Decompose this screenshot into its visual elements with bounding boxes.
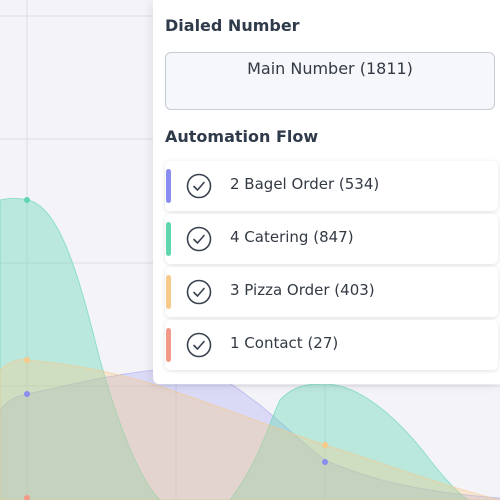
check-circle-icon (186, 279, 212, 305)
automation-flow-title: Automation Flow (165, 127, 319, 146)
flow-item-label: 1 Contact (27) (230, 334, 339, 352)
dialed-number-value: Main Number (1811) (165, 52, 495, 110)
flow-item-bagel-order[interactable]: 2 Bagel Order (534) (165, 161, 498, 211)
flow-color-bar (166, 275, 171, 309)
check-circle-icon (186, 173, 212, 199)
series-area-teal (0, 198, 471, 500)
flow-item-label: 3 Pizza Order (403) (230, 281, 375, 299)
flow-color-bar (166, 169, 171, 203)
flow-color-bar (166, 328, 171, 362)
flow-color-bar (166, 222, 171, 256)
flow-item-pizza-order[interactable]: 3 Pizza Order (403) (165, 267, 498, 317)
chart-points (24, 197, 328, 500)
flow-item-contact[interactable]: 1 Contact (27) (165, 320, 498, 370)
series-area-purple (0, 367, 500, 500)
call-details-panel: Dialed Number Main Number (1811) Automat… (153, 0, 500, 384)
check-circle-icon (186, 332, 212, 358)
check-circle-icon (186, 226, 212, 252)
flow-item-catering[interactable]: 4 Catering (847) (165, 214, 498, 264)
flow-item-label: 2 Bagel Order (534) (230, 175, 380, 193)
dialed-number-title: Dialed Number (165, 16, 300, 35)
automation-flow-list: 2 Bagel Order (534) 4 Catering (847) 3 P… (165, 161, 498, 373)
flow-item-label: 4 Catering (847) (230, 228, 354, 246)
